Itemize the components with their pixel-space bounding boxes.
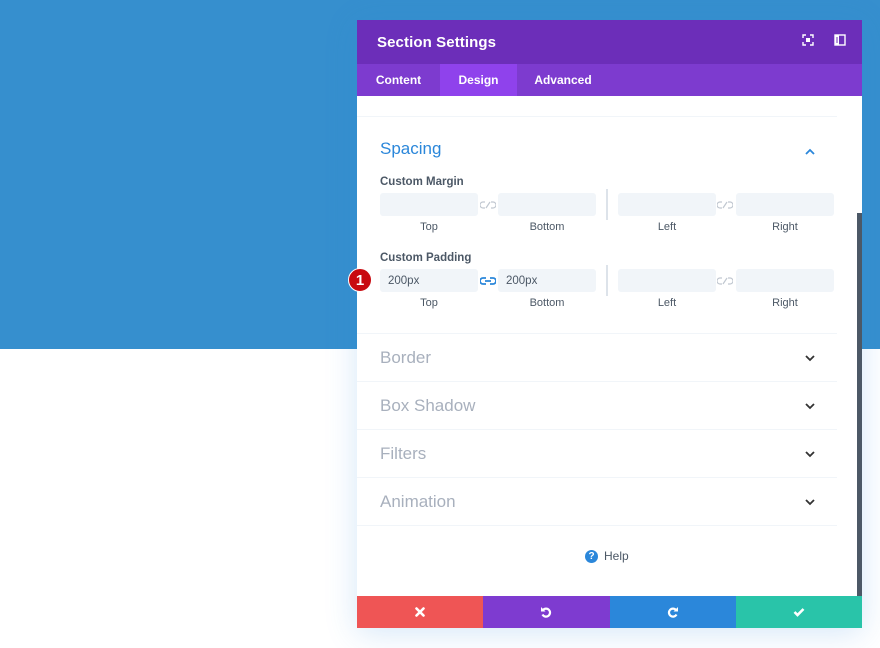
modal-header: Section Settings — [357, 20, 862, 64]
unlinked-icon[interactable] — [717, 275, 733, 287]
help-icon: ? — [585, 549, 598, 563]
custom-margin-label: Custom Margin — [380, 176, 464, 188]
chevron-down-icon — [805, 449, 815, 459]
dividers-label: Dividers — [380, 96, 441, 100]
box-shadow-toggle[interactable]: Box Shadow — [357, 382, 837, 430]
spacing-section: Spacing Custom Margin Top Bottom Le — [357, 117, 837, 334]
chevron-down-icon — [805, 353, 815, 363]
margin-right-input[interactable] — [736, 193, 834, 216]
padding-bottom-label: Bottom — [529, 297, 565, 309]
padding-right-input[interactable] — [736, 269, 834, 292]
border-toggle[interactable]: Border — [357, 334, 837, 382]
settings-content: Dividers Spacing Custom Margin — [357, 96, 862, 596]
cancel-button[interactable] — [357, 596, 484, 628]
linked-icon[interactable] — [480, 275, 496, 287]
tab-design[interactable]: Design — [440, 64, 517, 96]
save-button[interactable] — [735, 596, 862, 628]
chevron-down-icon — [805, 497, 815, 507]
margin-bottom-label: Bottom — [529, 221, 565, 233]
custom-padding-label: Custom Padding — [380, 252, 472, 264]
scrollbar-thumb[interactable] — [857, 213, 862, 596]
spacing-title[interactable]: Spacing — [380, 139, 442, 158]
unlinked-icon[interactable] — [717, 199, 733, 211]
help-link[interactable]: ? Help — [585, 549, 629, 563]
padding-top-input[interactable] — [380, 269, 478, 292]
padding-right-label: Right — [772, 297, 798, 309]
redo-button[interactable] — [609, 596, 736, 628]
padding-top-label: Top — [420, 297, 438, 309]
margin-right-label: Right — [772, 221, 798, 233]
tab-bar: Content Design Advanced — [357, 64, 862, 96]
tab-advanced[interactable]: Advanced — [534, 73, 592, 87]
section-settings-modal: Section Settings Content Design Advanced… — [357, 20, 862, 628]
filters-label: Filters — [380, 444, 427, 463]
dividers-toggle[interactable]: Dividers — [357, 96, 837, 117]
chevron-up-icon[interactable] — [805, 146, 815, 156]
border-label: Border — [380, 348, 432, 367]
close-icon — [415, 607, 425, 617]
undo-icon — [541, 607, 552, 618]
annotation-badge: 1 — [348, 268, 372, 292]
check-icon — [793, 608, 805, 617]
help-label: Help — [604, 549, 629, 563]
redo-icon — [667, 607, 678, 618]
unlinked-icon[interactable] — [480, 199, 496, 211]
margin-left-input[interactable] — [618, 193, 716, 216]
divider — [606, 189, 608, 220]
tab-content[interactable]: Content — [375, 73, 422, 87]
footer-actions — [357, 596, 862, 628]
animation-toggle[interactable]: Animation — [357, 478, 837, 526]
margin-top-label: Top — [420, 221, 438, 233]
modal-title: Section Settings — [377, 33, 497, 51]
margin-left-label: Left — [657, 221, 677, 233]
box-shadow-label: Box Shadow — [380, 396, 476, 415]
undo-button[interactable] — [483, 596, 610, 628]
padding-left-input[interactable] — [618, 269, 716, 292]
padding-left-label: Left — [657, 297, 677, 309]
divider — [606, 265, 608, 296]
filters-toggle[interactable]: Filters — [357, 430, 837, 478]
fullscreen-icon[interactable] — [802, 34, 814, 46]
chevron-down-icon — [805, 401, 815, 411]
animation-label: Animation — [380, 492, 456, 511]
split-view-icon[interactable] — [834, 34, 846, 46]
margin-top-input[interactable] — [380, 193, 478, 216]
padding-bottom-input[interactable] — [498, 269, 596, 292]
margin-bottom-input[interactable] — [498, 193, 596, 216]
